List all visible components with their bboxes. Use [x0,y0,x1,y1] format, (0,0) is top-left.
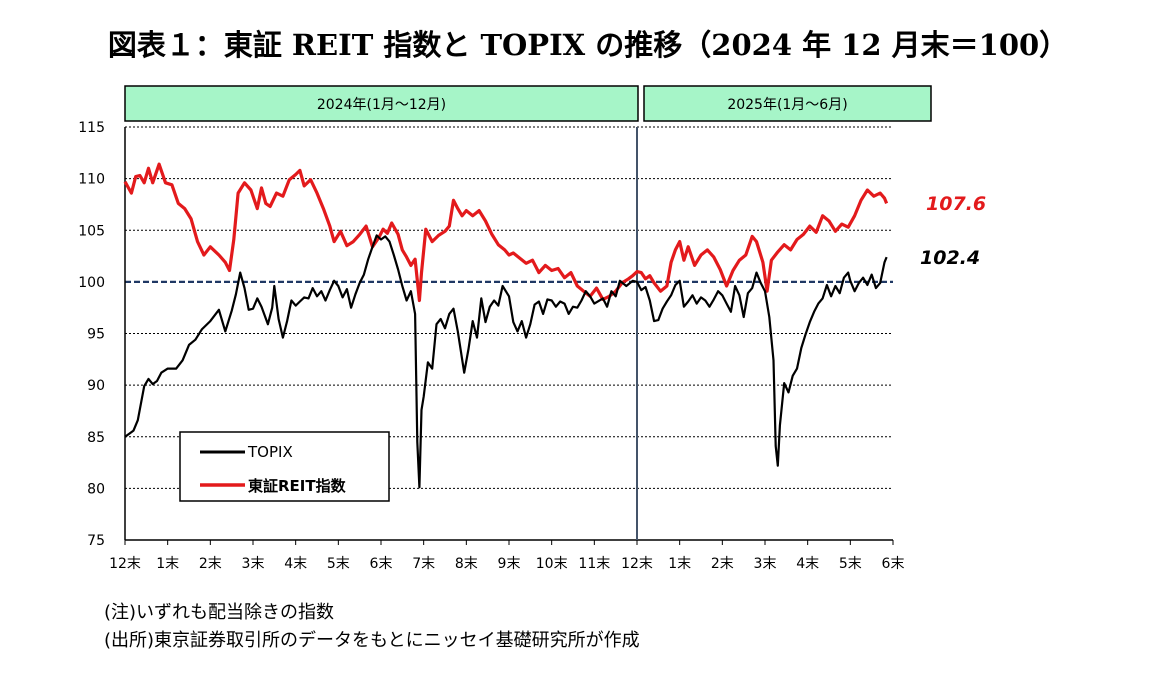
x-tick-label: 5末 [839,556,862,572]
legend: TOPIX 東証REIT指数 [179,431,390,502]
x-tick-label: 1末 [668,556,691,572]
y-tick-label: 75 [87,533,105,549]
legend-label-reit: 東証REIT指数 [248,477,347,495]
x-tick-label: 1末 [156,556,179,572]
chart-title: 図表１：東証 REIT 指数と TOPIX の推移（2024 年 12 月末＝1… [107,28,1069,62]
topix-line [124,234,888,489]
period-bars: 2024年(1月～12月) 2025年(1月～6月) [124,85,932,122]
x-tick-label: 8末 [455,556,478,572]
legend-label-topix: TOPIX [247,443,293,461]
x-tick-label: 6末 [370,556,393,572]
x-tick-label: 2末 [711,556,734,572]
topix-end-label: 102.4 [920,247,980,269]
x-tick-label: 7末 [412,556,435,572]
note-dividend: (注)いずれも配当除きの指数 [104,602,335,623]
x-tick-label: 3末 [754,556,777,572]
x-tick-label: 5末 [327,556,350,572]
x-tick-label: 12末 [109,556,141,572]
y-tick-label: 100 [78,275,105,291]
axes [124,127,894,545]
chart: 2024年(1月～12月) 2025年(1月～6月) 75 80 85 90 95 100 1… [78,85,986,572]
x-tick-label: 11末 [578,556,610,572]
note-source: (出所)東京証券取引所のデータをもとにニッセイ基礎研究所が作成 [104,630,640,651]
period-box [643,85,932,122]
x-tick-label: 10末 [536,556,568,572]
y-tick-label: 105 [78,223,105,239]
period-label: 2025年(1月～6月) [727,97,847,113]
x-tick-label: 2末 [199,556,222,572]
series-lines [123,162,889,489]
x-tick-label: 4末 [284,556,307,572]
x-tick-label: 4末 [796,556,819,572]
y-tick-label: 115 [78,120,105,136]
period-box [124,85,639,122]
x-tick-label: 12末 [621,556,653,572]
x-tick-label: 9末 [498,556,521,572]
y-tick-label: 80 [87,481,105,497]
y-tick-label: 90 [87,378,105,394]
reit-line [123,162,889,303]
y-tick-label: 110 [78,172,105,188]
x-tick-label: 3末 [242,556,265,572]
y-tick-label: 85 [87,430,105,446]
y-tick-label: 95 [87,327,105,343]
reit-end-label: 107.6 [926,193,986,215]
end-labels: 107.6 102.4 [920,193,986,269]
period-label: 2024年(1月～12月) [317,97,446,113]
legend-box [179,431,390,502]
tick-labels: 75 80 85 90 95 100 105 110 115 12末 1末 2末 3末 4末 5末 6末 7末 8… [78,120,904,572]
x-tick-label: 6末 [882,556,905,572]
